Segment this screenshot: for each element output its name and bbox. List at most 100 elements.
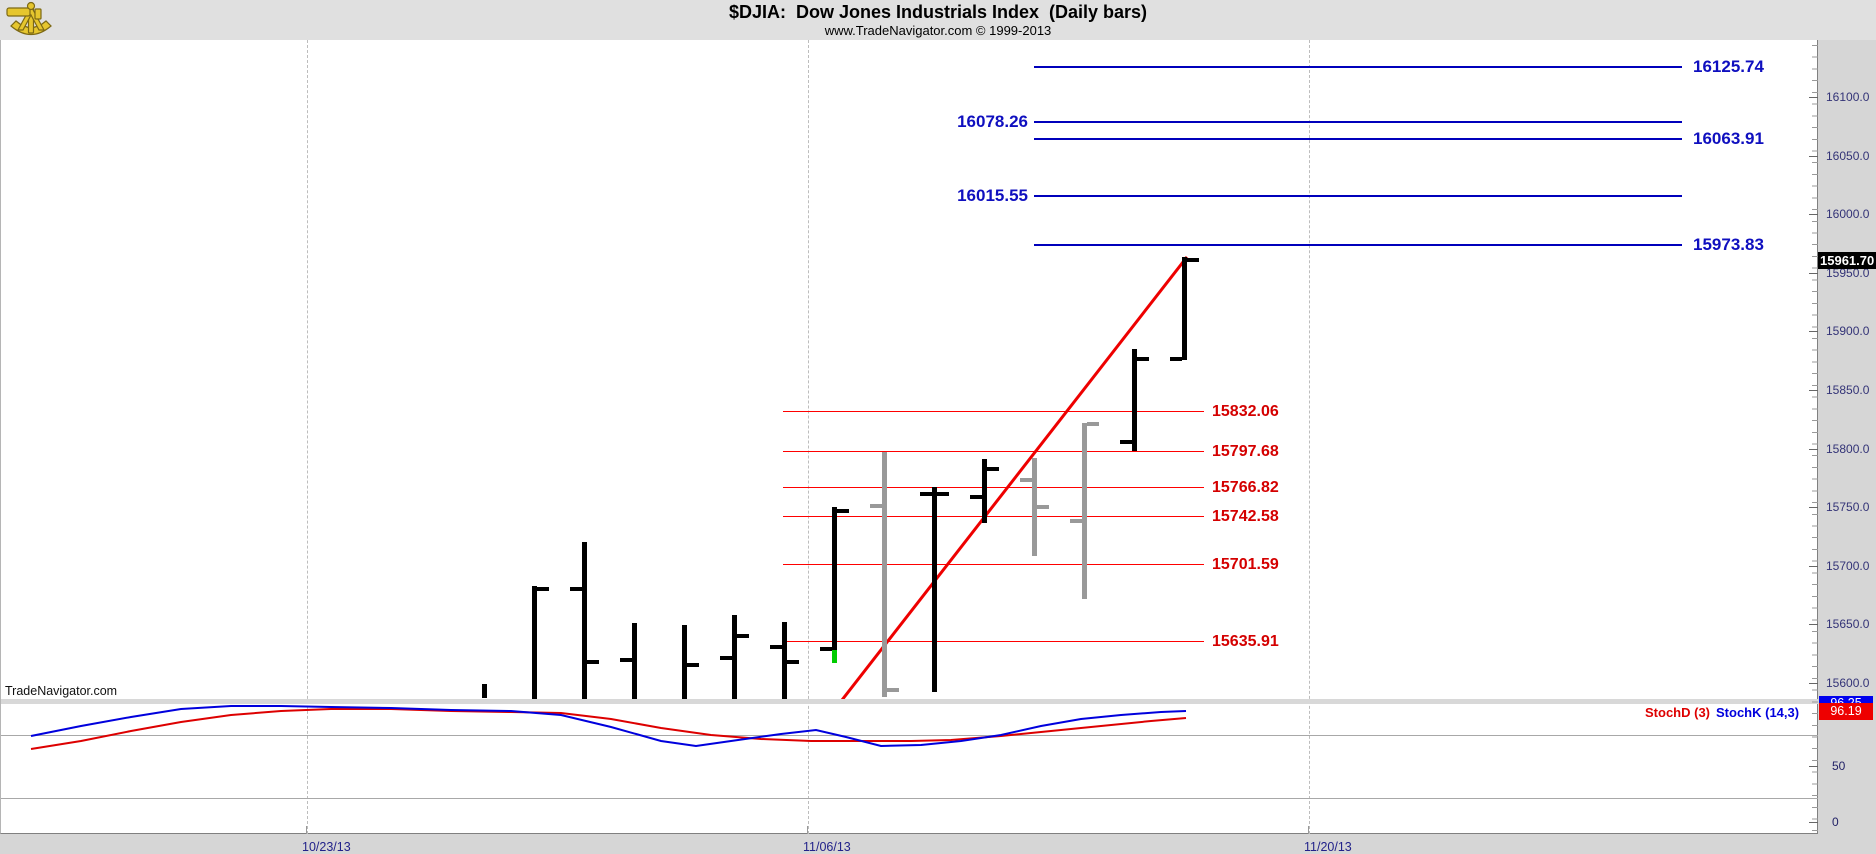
price-axis-tick-label: 15600.0 [1826, 676, 1870, 690]
stoch-d-value-box: 96.19 [1819, 703, 1873, 720]
open-tick [720, 656, 732, 661]
support-line[interactable] [783, 411, 1204, 413]
support-line[interactable] [783, 640, 1204, 642]
price-bar[interactable] [1182, 256, 1187, 360]
price-axis-tick [1809, 331, 1818, 333]
trendline[interactable] [840, 256, 1189, 699]
price-bar[interactable] [932, 487, 937, 692]
price-bar[interactable] [682, 624, 687, 699]
support-line[interactable] [783, 487, 1204, 489]
resistance-label: 16125.74 [1693, 56, 1764, 76]
open-tick [870, 504, 882, 509]
price-bar[interactable] [1132, 348, 1137, 451]
support-line[interactable] [783, 515, 1204, 517]
open-tick [620, 658, 632, 663]
resistance-line[interactable] [1034, 194, 1682, 197]
open-tick [1020, 478, 1032, 482]
price-axis-tick-label: 16100.0 [1826, 90, 1870, 104]
chart-copyright: www.TradeNavigator.com © 1999-2013 [824, 23, 1052, 38]
stoch-k-legend[interactable]: StochK (14,3) [1716, 705, 1800, 720]
price-axis-tick-label: 15650.0 [1826, 617, 1870, 632]
chart-title: $DJIA: Dow Jones Industrials Index (Dail… [728, 2, 1148, 22]
stoch-curves [30, 705, 1187, 750]
close-tick [1187, 258, 1199, 263]
price-axis-tick-label: 16050.0 [1826, 148, 1870, 163]
trendline-layer [840, 256, 1189, 699]
support-label: 15797.68 [1212, 443, 1279, 461]
price-axis-tick [1809, 624, 1818, 626]
close-tick [587, 660, 599, 665]
close-tick [1087, 422, 1099, 427]
vertical-gridline [808, 40, 809, 834]
support-line[interactable] [783, 563, 1204, 565]
price-axis-tick-label: 15850.0 [1826, 383, 1870, 397]
stoch-gridline [1, 735, 1818, 736]
resistance-line[interactable] [1034, 121, 1682, 124]
current-price-box: 15961.70 [1818, 252, 1876, 269]
price-axis-tick [1809, 390, 1818, 391]
open-tick [770, 645, 782, 650]
tradenavigator-logo [6, 1, 52, 36]
price-bar[interactable] [1082, 423, 1087, 599]
date-axis-label: 11/06/13 [803, 840, 851, 854]
price-axis-tick-label: 15750.0 [1826, 500, 1870, 515]
price-panel[interactable]: TradeNavigator.com 16125.74 16078.26 16063… [1, 40, 1818, 699]
close-tick [937, 492, 949, 497]
price-bar[interactable] [582, 542, 587, 699]
price-bar[interactable] [732, 615, 737, 699]
resistance-line[interactable] [1034, 243, 1682, 246]
price-bar[interactable] [982, 459, 987, 523]
support-line[interactable] [783, 451, 1204, 453]
stoch-axis-label: 50 [1832, 759, 1846, 773]
resistance-line[interactable] [1034, 65, 1682, 68]
price-axis-tick [1809, 565, 1818, 567]
open-tick [1070, 519, 1082, 524]
stoch-axis-label: 0 [1832, 815, 1839, 829]
price-bar[interactable] [1032, 457, 1037, 556]
price-bar[interactable] [532, 585, 537, 699]
stochastic-panel[interactable] [1, 704, 1818, 833]
close-tick [537, 587, 549, 591]
open-tick [1120, 440, 1132, 445]
support-label: 15742.58 [1212, 507, 1279, 525]
price-axis-tick [1809, 155, 1818, 157]
open-tick [920, 492, 932, 497]
close-tick [687, 662, 699, 667]
resistance-label: 15973.83 [1693, 234, 1764, 254]
date-axis-tick [306, 826, 307, 834]
close-tick [837, 508, 849, 513]
price-axis-tick [1809, 507, 1818, 509]
stoch-d-curve[interactable] [30, 708, 1187, 750]
stoch-axis-tick [1809, 822, 1818, 823]
price-bar[interactable] [882, 451, 887, 697]
price-axis-tick [1809, 683, 1818, 684]
close-tick [737, 634, 749, 638]
date-axis-tick [807, 826, 808, 834]
price-bar[interactable] [832, 506, 837, 663]
stoch-d-legend[interactable]: StochD (3) [1645, 705, 1710, 720]
stoch-k-curve[interactable] [30, 705, 1187, 748]
date-axis-tick [1308, 826, 1309, 834]
resistance-label: 16015.55 [957, 185, 1028, 205]
price-axis-tick-label: 15800.0 [1826, 441, 1870, 456]
open-tick [970, 495, 982, 499]
resistance-line[interactable] [1034, 138, 1682, 141]
open-tick [820, 647, 832, 651]
close-tick [987, 466, 999, 471]
price-axis-tick-label: 15900.0 [1826, 324, 1870, 339]
price-axis-tick-label: 16000.0 [1826, 207, 1870, 222]
panel-divider[interactable] [1, 699, 1818, 704]
price-bar[interactable] [632, 622, 637, 699]
price-bar-green-tail [832, 649, 837, 663]
price-axis-tick [1809, 448, 1818, 450]
date-axis-label: 10/23/13 [302, 840, 351, 854]
price-bar[interactable] [782, 622, 787, 699]
price-bar[interactable] [482, 684, 487, 698]
close-tick [887, 688, 899, 693]
price-axis-tick [1809, 272, 1818, 274]
support-label: 15832.06 [1212, 403, 1279, 421]
price-axis-minor-ticks [1812, 45, 1818, 835]
close-tick [1037, 504, 1049, 509]
chart-area: TradeNavigator.com 16125.74 16078.26 16063… [0, 40, 1818, 834]
price-axis-tick-label: 15700.0 [1826, 558, 1870, 573]
